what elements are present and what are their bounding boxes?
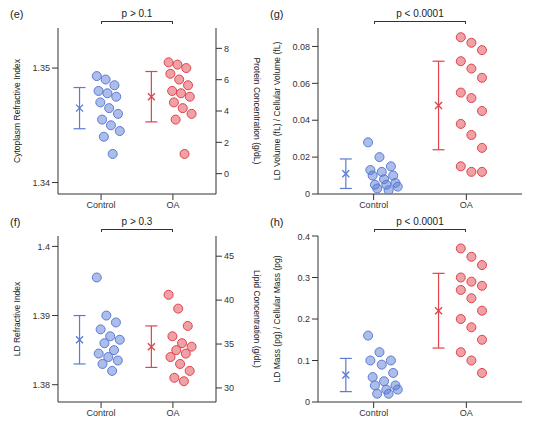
svg-text:OA: OA (166, 408, 179, 418)
svg-text:OA: OA (166, 200, 179, 210)
html-text:p < 0.0001: p < 0.0001 (396, 8, 444, 19)
svg-text:30: 30 (224, 383, 234, 393)
svg-text:Cytoplasm Refractive Index: Cytoplasm Refractive Index (12, 58, 22, 163)
svg-text:0: 0 (224, 169, 229, 179)
svg-text:35: 35 (224, 339, 234, 349)
html-text:(e): (e) (10, 8, 24, 20)
svg-text:4: 4 (224, 106, 229, 116)
svg-text:Control: Control (87, 200, 116, 210)
html-text:p < 0.0001: p < 0.0001 (396, 216, 444, 227)
html-text:p > 0.3: p > 0.3 (121, 216, 153, 227)
svg-text:OA: OA (460, 200, 473, 210)
svg-text:0.3: 0.3 (297, 273, 310, 283)
html-text:(f): (f) (10, 216, 21, 228)
html-text:p > 0.1: p > 0.1 (121, 8, 153, 19)
svg-text:1.34: 1.34 (32, 178, 50, 188)
svg-text:LD Refractive Index: LD Refractive Index (12, 281, 22, 356)
html-text:(h): (h) (270, 216, 284, 228)
svg-text:0.1: 0.1 (297, 356, 310, 366)
svg-text:1.4: 1.4 (37, 242, 50, 252)
svg-text:0.4: 0.4 (297, 232, 310, 242)
svg-text:1.39: 1.39 (32, 311, 50, 321)
html-text:(g): (g) (270, 8, 284, 20)
svg-text:Protein Concentration (g/dL): Protein Concentration (g/dL) (252, 58, 262, 165)
svg-text:0.04: 0.04 (292, 115, 310, 125)
svg-text:0.2: 0.2 (297, 314, 310, 324)
svg-text:Control: Control (87, 408, 116, 418)
svg-text:Control: Control (359, 200, 388, 210)
svg-text:Lipid Concentration (g/dL): Lipid Concentration (g/dL) (252, 270, 262, 368)
svg-text:0.08: 0.08 (292, 42, 310, 52)
svg-text:8: 8 (224, 44, 229, 54)
svg-text:6: 6 (224, 75, 229, 85)
svg-text:OA: OA (460, 408, 473, 418)
svg-text:0.06: 0.06 (292, 79, 310, 89)
svg-text:45: 45 (224, 251, 234, 261)
svg-text:1.35: 1.35 (32, 63, 50, 73)
svg-text:Control: Control (359, 408, 388, 418)
svg-text:LD Volume (fL) / Cellular Volu: LD Volume (fL) / Cellular Volume (fL) (272, 42, 282, 181)
svg-text:2: 2 (224, 138, 229, 148)
svg-text:LD Mass (pg) / Cellular Mass (: LD Mass (pg) / Cellular Mass (pg) (272, 255, 282, 382)
svg-text:1.38: 1.38 (32, 380, 50, 390)
svg-text:0: 0 (305, 397, 310, 407)
svg-text:40: 40 (224, 295, 234, 305)
svg-text:0: 0 (305, 189, 310, 199)
svg-text:0.02: 0.02 (292, 152, 310, 162)
